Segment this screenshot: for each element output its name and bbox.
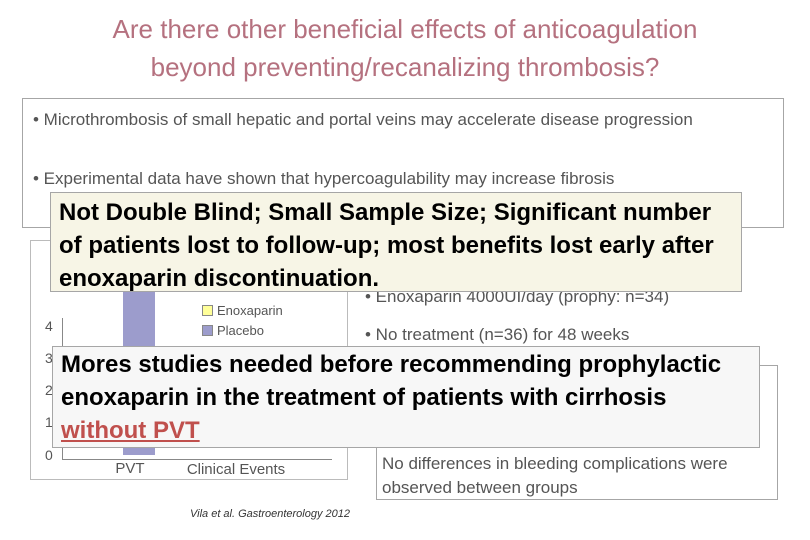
citation: Vila et al. Gastroenterology 2012	[190, 508, 351, 520]
caveat-box: Not Double Blind; Small Sample Size; Sig…	[50, 192, 742, 292]
y-tick-label: 1	[45, 414, 53, 430]
slide-title: Are there other beneficial effects of an…	[0, 10, 810, 86]
category-label: PVT	[115, 460, 145, 477]
legend-swatch	[202, 305, 213, 316]
caveat: Not Double Blind; Small Sample Size; Sig…	[59, 199, 714, 292]
x-axis	[62, 459, 332, 460]
legend-swatch	[202, 325, 213, 336]
category-label: Clinical Events	[186, 461, 286, 478]
title-line: beyond preventing/recanalizing thrombosi…	[150, 52, 660, 82]
conclusion: Mores studies needed before recommending…	[61, 351, 722, 411]
legend-entry: Enoxaparin	[217, 303, 283, 318]
conclusion-emphasis: without PVT	[61, 417, 200, 444]
bleeding-note: No differences in bleeding complications…	[382, 454, 728, 497]
y-tick-label: 2	[45, 382, 53, 398]
study-arm: • No treatment (n=36) for 48 weeks	[365, 325, 630, 344]
bullet: • Experimental data have shown that hype…	[33, 169, 615, 188]
y-tick-label: 0	[45, 447, 53, 463]
title-line: Are there other beneficial effects of an…	[112, 14, 698, 44]
conclusion-box: Mores studies needed before recommending…	[52, 346, 760, 448]
legend-entry: Placebo	[217, 323, 264, 338]
bullet: • Microthrombosis of small hepatic and p…	[33, 110, 693, 129]
y-tick-label: 3	[45, 350, 53, 366]
y-tick-label: 4	[45, 318, 53, 334]
